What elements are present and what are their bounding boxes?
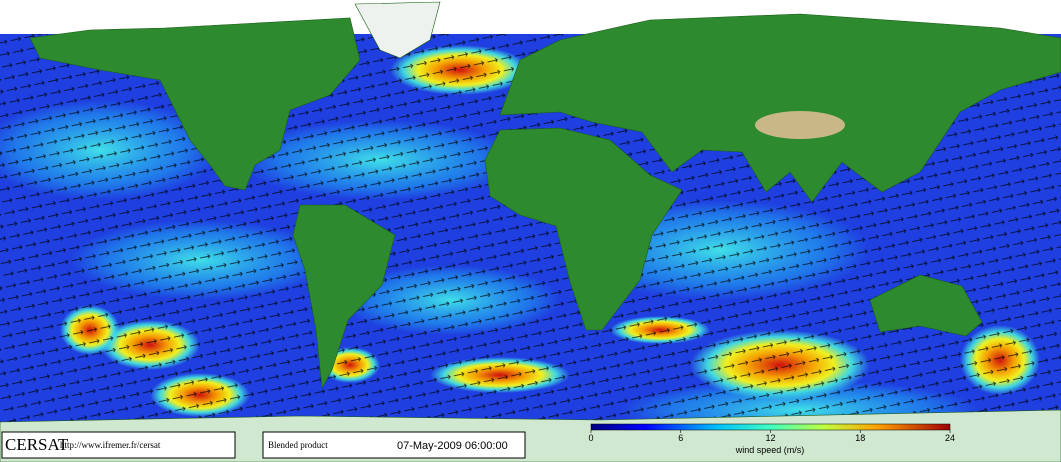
tick-label: 12	[765, 433, 775, 443]
url: http://www.ifremer.fr/cersat	[60, 440, 161, 450]
colorbar-ticks: 0 6 12 18 24	[588, 430, 955, 443]
logo: CERSAT	[5, 435, 69, 454]
tick-label: 6	[678, 433, 683, 443]
tick-label: 18	[855, 433, 865, 443]
product: Blended product	[268, 440, 328, 450]
timestamp: 07-May-2009 06:00:00	[397, 440, 508, 452]
footer: CERSAT http://www.ifremer.fr/cersat Blen…	[1, 423, 955, 459]
colorbar	[590, 423, 951, 431]
info-box	[262, 431, 526, 459]
tick-label: 24	[945, 433, 955, 443]
tick-label: 0	[588, 433, 593, 443]
logo-box	[1, 431, 236, 459]
colorbar-label: wind speed (m/s)	[735, 445, 805, 455]
